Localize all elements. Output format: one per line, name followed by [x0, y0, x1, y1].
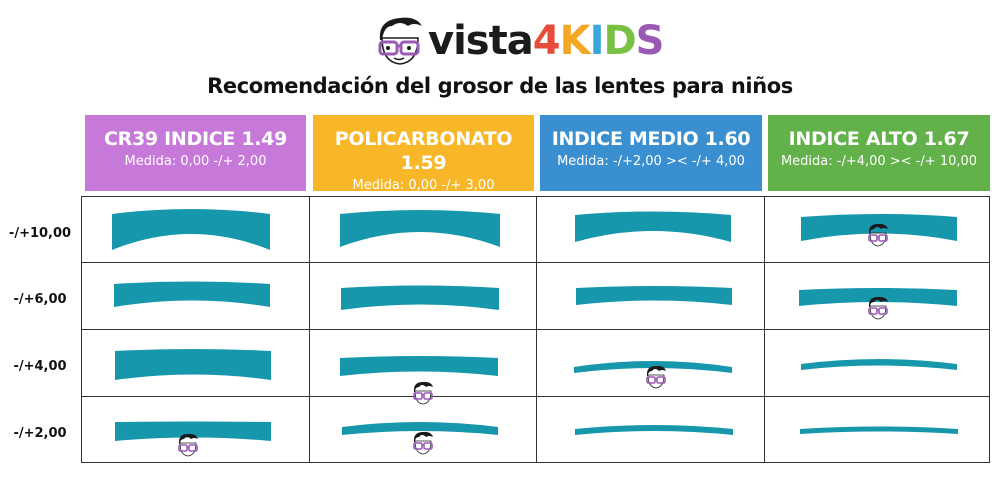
column-title: INDICE MEDIO 1.60 — [551, 128, 751, 150]
lens-shape — [341, 285, 499, 310]
lens-shape — [575, 211, 731, 242]
lens-shape — [340, 210, 500, 247]
row-label: -/+4,00 — [13, 359, 67, 374]
lens-shape — [114, 281, 270, 307]
logo-letter: K — [559, 18, 591, 64]
logo-letter: 4 — [532, 18, 561, 64]
kid-face-icon — [868, 223, 888, 247]
lens-shape — [115, 349, 271, 380]
column-subtitle: Medida: 0,00 -/+ 3,00 — [352, 178, 495, 193]
lens-shape — [340, 356, 498, 376]
column-subtitle: Medida: 0,00 -/+ 2,00 — [124, 154, 267, 169]
row-label: -/+2,00 — [13, 426, 67, 441]
logo-text: vista4KIDS — [428, 16, 665, 66]
logo-letter: D — [603, 18, 636, 64]
kid-face-icon — [646, 365, 666, 389]
column-title: POLICARBONATO 1.59 — [334, 128, 513, 174]
logo-word: vista — [428, 18, 534, 64]
lens-shape — [112, 209, 270, 250]
lens-shape — [801, 214, 957, 241]
grid-divider — [81, 262, 990, 263]
column-subtitle: Medida: -/+2,00 >< -/+ 4,00 — [557, 154, 745, 169]
lens-shape — [800, 426, 958, 434]
row-label: -/+6,00 — [13, 292, 67, 307]
logo-letter: S — [635, 18, 665, 64]
column-header: CR39 INDICE 1.49 Medida: 0,00 -/+ 2,00 — [85, 115, 306, 191]
column-header: POLICARBONATO 1.59 Medida: 0,00 -/+ 3,00 — [313, 115, 534, 193]
vista4kids-logo: vista4KIDS — [370, 14, 664, 70]
logo-letter: I — [589, 18, 605, 64]
lens-shape — [576, 286, 732, 305]
kid-face-icon — [868, 296, 888, 320]
column-header: INDICE MEDIO 1.60 Medida: -/+2,00 >< -/+… — [540, 115, 762, 191]
column-header: INDICE ALTO 1.67 Medida: -/+4,00 >< -/+ … — [768, 115, 990, 191]
lens-shape — [115, 421, 271, 441]
kid-face-icon — [178, 433, 198, 457]
kid-face-icon — [413, 381, 433, 405]
kid-face-logo-icon — [378, 17, 422, 65]
column-subtitle: Medida: -/+4,00 >< -/+ 10,00 — [780, 154, 978, 169]
page-title: Recomendación del grosor de las lentes p… — [207, 74, 793, 98]
column-title: INDICE ALTO 1.67 — [788, 128, 970, 150]
lens-shape — [575, 425, 733, 435]
lens-shape — [801, 359, 957, 370]
column-title: CR39 INDICE 1.49 — [103, 128, 288, 150]
grid-divider — [81, 396, 990, 397]
grid-divider — [81, 329, 990, 330]
row-label: -/+10,00 — [8, 226, 72, 241]
kid-face-icon — [413, 431, 433, 455]
lens-shape — [342, 422, 498, 435]
